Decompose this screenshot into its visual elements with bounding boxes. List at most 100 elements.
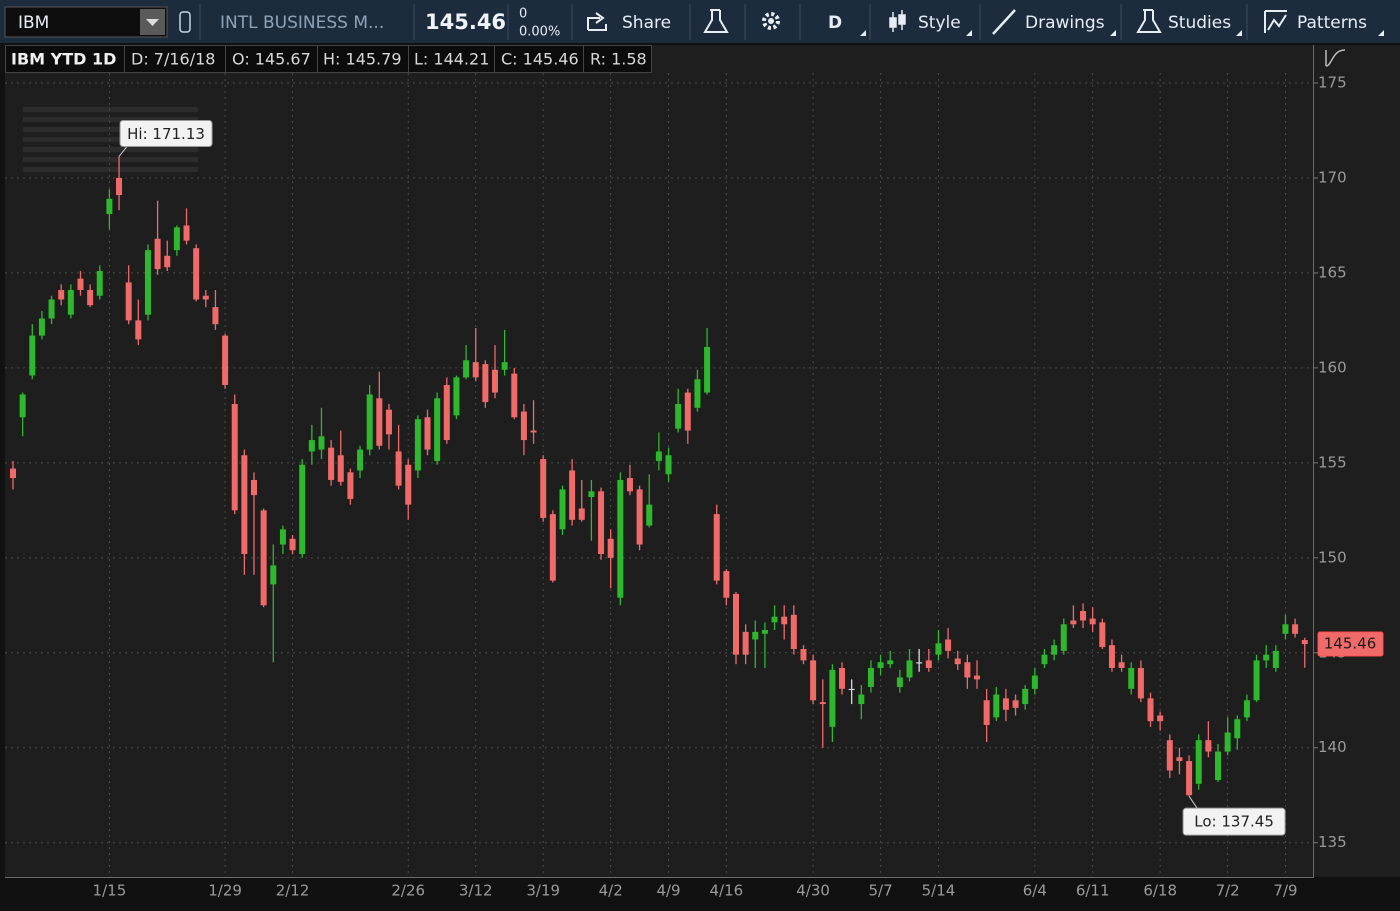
- candle-body: [848, 688, 855, 691]
- candle-body: [858, 694, 865, 705]
- candle-body: [482, 364, 489, 403]
- toolbar: [0, 0, 1400, 43]
- candle-body: [530, 430, 537, 433]
- candle-body: [520, 411, 527, 441]
- candle-body: [318, 436, 325, 450]
- candle-body: [675, 403, 682, 429]
- open-readout: O: 145.67: [232, 50, 311, 69]
- percent-change: 0.00%: [519, 25, 560, 40]
- drawings-button[interactable]: Drawings: [1025, 13, 1105, 33]
- candle-body: [1108, 645, 1115, 668]
- hi-label: Hi: 171.13: [127, 125, 205, 143]
- candle-body: [154, 238, 161, 270]
- candle-body: [308, 440, 315, 452]
- lo-callout: [1182, 807, 1286, 836]
- y-tick-label: 165: [1318, 263, 1347, 281]
- candle-body: [472, 362, 479, 378]
- patterns-button[interactable]: Patterns: [1297, 13, 1367, 33]
- candle-body: [665, 455, 672, 475]
- candle-body: [810, 660, 817, 701]
- candle-body: [1186, 761, 1193, 796]
- candle-body: [906, 660, 913, 678]
- flask-icon[interactable]: [703, 9, 729, 33]
- studies-button[interactable]: Studies: [1168, 13, 1231, 33]
- corner-arrow: [966, 30, 972, 36]
- candle-body: [251, 479, 257, 496]
- scale-icon[interactable]: [1325, 49, 1346, 67]
- corner-arrow: [1378, 30, 1384, 36]
- candle-body: [385, 409, 392, 435]
- x-tick-label: 4/9: [656, 882, 680, 900]
- candle-body: [1041, 654, 1048, 665]
- candle-body: [1128, 667, 1135, 689]
- candle-body: [1137, 667, 1144, 699]
- candle-body: [193, 248, 200, 300]
- candle-body: [1099, 622, 1106, 648]
- candle-body: [1012, 700, 1019, 708]
- y-tick-label: 155: [1318, 453, 1347, 471]
- candle-body: [626, 478, 633, 492]
- style-icon: [889, 10, 906, 32]
- candle-body: [125, 282, 132, 321]
- y-tick-label: 135: [1318, 833, 1347, 851]
- candle-body: [501, 362, 508, 370]
- candle-body: [925, 660, 932, 668]
- studies-icon: [1136, 9, 1162, 33]
- candle-body: [742, 631, 749, 655]
- candle-body: [945, 639, 952, 651]
- candle-body: [636, 489, 643, 545]
- candle-body: [819, 702, 826, 705]
- x-tick-label: 6/4: [1023, 882, 1047, 900]
- candle-body: [135, 320, 142, 340]
- candle-body: [578, 508, 585, 520]
- link-icon[interactable]: [179, 11, 191, 33]
- candle-body: [1292, 624, 1299, 634]
- y-tick-label: 140: [1318, 738, 1347, 756]
- share-button[interactable]: Share: [622, 13, 671, 33]
- candle-body: [1031, 675, 1038, 689]
- candle-body: [29, 335, 36, 376]
- candle-body: [867, 667, 874, 687]
- x-tick-label: 7/9: [1273, 882, 1297, 900]
- study-name: IBM YTD 1D: [11, 50, 116, 69]
- candle-body: [260, 510, 267, 606]
- x-tick-label: 1/29: [208, 882, 242, 900]
- candle-body: [964, 662, 971, 678]
- candle-body: [299, 464, 306, 555]
- candle-body: [270, 565, 277, 585]
- candle-body: [1002, 698, 1009, 710]
- candles: [10, 156, 1308, 797]
- candle-body: [202, 295, 209, 300]
- style-button[interactable]: Style: [918, 13, 961, 33]
- candle-body: [424, 417, 431, 450]
- y-tick-label: 175: [1318, 73, 1347, 91]
- candle-body: [1166, 740, 1173, 771]
- net-change: 0: [519, 7, 527, 22]
- settings-icon[interactable]: [762, 12, 780, 30]
- candle-body: [173, 227, 180, 251]
- candle-body: [328, 447, 335, 480]
- candle-body: [222, 335, 229, 385]
- x-tick-label: 4/30: [796, 882, 830, 900]
- date-readout: D: 7/16/18: [131, 50, 215, 69]
- candle-body: [887, 660, 894, 665]
- candle-body: [231, 403, 238, 511]
- aggregation-button[interactable]: D: [828, 13, 842, 33]
- candle-body: [723, 571, 730, 598]
- candle-body: [1205, 740, 1212, 752]
- candle-body: [540, 459, 547, 518]
- candle-body: [10, 468, 16, 479]
- x-tick-label: 2/26: [391, 882, 425, 900]
- last-price-tag: [1317, 631, 1384, 657]
- hi-callout: [119, 119, 213, 147]
- logo-watermark: [23, 107, 198, 172]
- candle-body: [1263, 654, 1270, 661]
- candle-body: [1157, 715, 1164, 722]
- close-readout: C: 145.46: [501, 50, 579, 69]
- candle-body: [48, 299, 55, 319]
- candle-body: [106, 198, 113, 215]
- candle-body: [549, 514, 556, 581]
- lo-label: Lo: 137.45: [1194, 813, 1274, 831]
